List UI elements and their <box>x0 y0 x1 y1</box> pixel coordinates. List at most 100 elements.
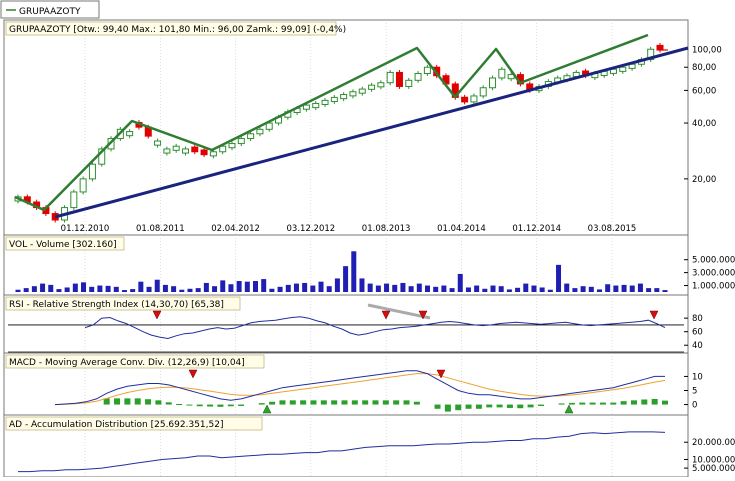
volume-bar <box>113 286 119 292</box>
price-candle <box>423 64 431 76</box>
macd-histogram-bar <box>217 404 224 407</box>
volume-bar <box>465 287 471 292</box>
macd-histogram-bar <box>310 400 317 405</box>
macd-signal-line <box>54 373 666 406</box>
volume-bar <box>195 288 201 292</box>
macd-histogram-bar <box>176 404 183 405</box>
macd-y-tick-label: 5 <box>692 387 697 397</box>
macd-buy-signal <box>564 404 574 414</box>
volume-bar <box>212 286 218 292</box>
price-x-tick-label: 01.08.2013 <box>362 224 411 234</box>
volume-bar <box>539 287 545 292</box>
price-candle <box>237 136 245 147</box>
macd-histogram-bar <box>145 399 152 405</box>
macd-histogram-bar <box>351 400 358 405</box>
macd-histogram-bar <box>506 404 513 408</box>
macd-histogram-bar <box>434 404 441 409</box>
volume-bar <box>162 284 168 292</box>
macd-histogram-bar <box>641 399 648 405</box>
price-x-tick-label: 03.12.2012 <box>287 224 336 234</box>
volume-bar <box>146 286 152 292</box>
volume-bar <box>359 278 365 292</box>
trendline-zigzag <box>14 33 649 212</box>
price-candle <box>191 144 199 155</box>
macd-panel: 10 5 0 MACD - Moving Average Conv. Div. (1… <box>3 352 703 416</box>
macd-histogram-bar <box>165 402 172 405</box>
volume-bar <box>81 282 87 292</box>
macd-y-tick-label: 10 <box>692 372 703 382</box>
price-candle <box>209 149 217 159</box>
volume-bar <box>498 286 504 292</box>
price-candle <box>395 70 403 89</box>
macd-histogram-bar <box>134 398 141 405</box>
rsi-sell-signal <box>152 310 162 320</box>
volume-bar <box>31 286 37 292</box>
price-candle <box>349 89 357 99</box>
price-x-tick-label: 01.08.2011 <box>136 224 185 234</box>
price-candle <box>163 146 171 156</box>
macd-histogram-bar <box>289 400 296 405</box>
price-candle <box>126 129 134 139</box>
volume-bar <box>310 285 316 292</box>
price-x-tick-label: 01.12.2010 <box>61 224 110 234</box>
price-candle <box>312 101 320 111</box>
price-candle <box>377 80 385 90</box>
ad-title: AD - Accumulation Distribution [25.692.3… <box>9 420 223 430</box>
macd-histogram-bar <box>207 404 214 407</box>
volume-bar <box>646 288 652 292</box>
volume-bar <box>629 285 635 292</box>
volume-bar <box>580 286 586 292</box>
ad-y-tick-label: 5.000.000 <box>692 464 735 474</box>
volume-bar <box>105 285 111 292</box>
volume-bar <box>662 290 668 292</box>
macd-histogram-bar <box>599 402 606 405</box>
macd-histogram-bar <box>269 401 276 405</box>
macd-histogram-bar <box>155 400 162 405</box>
price-candle <box>405 77 413 89</box>
macd-histogram-bar <box>579 402 586 405</box>
volume-bar <box>244 281 250 292</box>
macd-histogram-bar <box>413 401 420 405</box>
price-candle <box>200 147 208 158</box>
volume-bar <box>596 289 602 292</box>
price-title: GRUPAAZOTY [Otw.: 99,40 Max.: 101,80 Min… <box>9 25 346 35</box>
volume-bar <box>236 281 242 292</box>
rsi-signal-markers <box>152 310 659 320</box>
macd-histogram-bar <box>124 398 131 405</box>
macd-y-tick-label: 0 <box>692 401 697 411</box>
volume-bar <box>253 281 259 292</box>
volume-bar <box>441 285 447 292</box>
macd-histogram-bar <box>630 400 637 405</box>
volume-bar <box>572 288 578 292</box>
price-candle <box>414 71 422 83</box>
macd-histogram-bar <box>517 404 524 409</box>
volume-bar <box>375 285 381 292</box>
price-candle <box>461 94 469 105</box>
volume-bar <box>400 282 406 292</box>
volume-bar <box>64 287 70 292</box>
macd-histogram-bar <box>279 400 286 405</box>
macd-histogram-bar <box>403 400 410 405</box>
macd-histogram-bar <box>444 404 451 412</box>
legend-tab[interactable]: GRUPAAZOTY <box>0 0 100 19</box>
rsi-y-tick-label: 40 <box>692 341 703 351</box>
rsi-title: RSI - Relative Strength Index (14,30,70)… <box>9 300 224 310</box>
rsi-y-tick-label: 80 <box>692 314 703 324</box>
price-candle <box>172 143 180 153</box>
volume-bar <box>261 279 267 292</box>
volume-bar <box>367 283 373 292</box>
volume-y-tick-label: 5.000.000 <box>692 256 735 266</box>
macd-histogram <box>103 398 668 412</box>
rsi-sell-signal <box>649 310 659 320</box>
volume-bar <box>408 286 414 292</box>
volume-bar <box>269 288 275 292</box>
volume-bar <box>392 284 398 292</box>
price-candle <box>154 138 162 148</box>
price-candle <box>340 92 348 102</box>
volume-bar <box>154 279 160 292</box>
ad-y-tick-label: 10.000.000 <box>692 455 735 465</box>
price-candle <box>256 126 264 137</box>
